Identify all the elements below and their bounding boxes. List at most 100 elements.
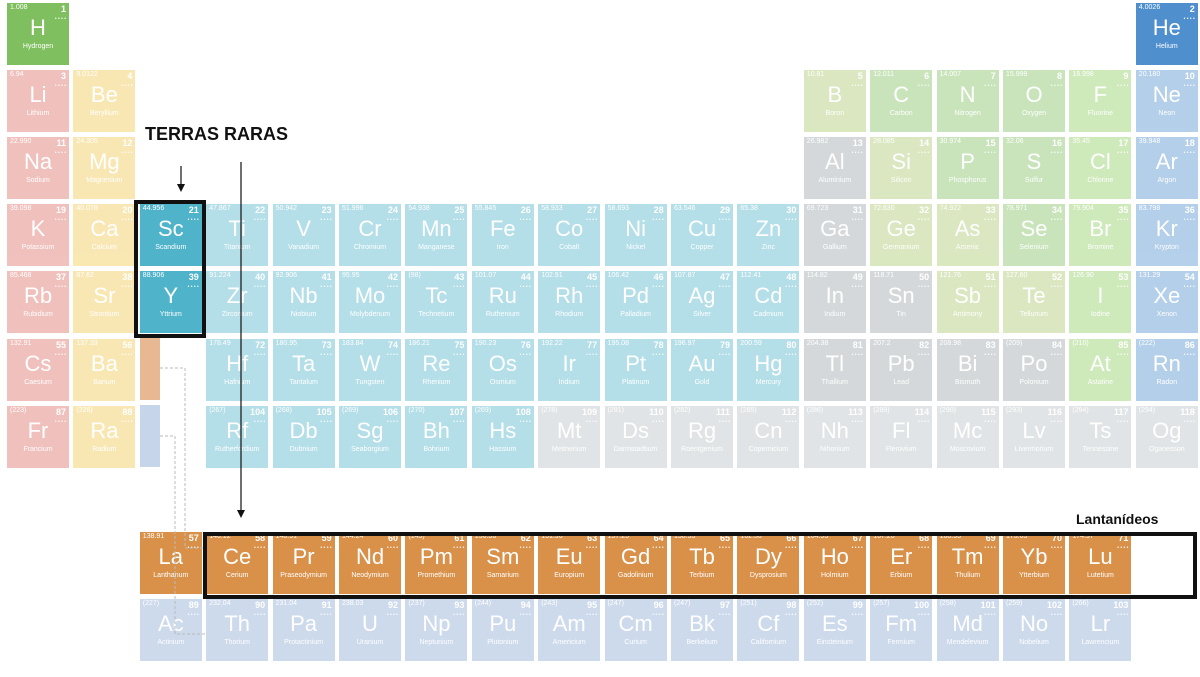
element-name: Rubidium xyxy=(23,311,53,319)
element-number: 102 xyxy=(1046,599,1062,610)
element-mass: 118.71 xyxy=(873,272,895,280)
element-number: 111 xyxy=(715,406,730,417)
element-number: 81 xyxy=(852,339,863,350)
electron-dots-icon: • • • • xyxy=(984,217,996,224)
electron-dots-icon: • • • • xyxy=(386,544,398,551)
element-symbol: U xyxy=(362,610,378,636)
element-number: 31 xyxy=(852,205,863,216)
element-symbol: Gd xyxy=(620,543,651,569)
element-name: Osmium xyxy=(489,378,516,386)
element-symbol: Yb xyxy=(1020,543,1048,569)
electron-dots-icon: • • • • xyxy=(386,611,398,618)
element-number: 65 xyxy=(719,532,730,543)
element-mass: (252) xyxy=(806,599,824,607)
element-name: Krypton xyxy=(1154,244,1179,252)
element-number: 39 xyxy=(188,272,199,283)
element-cell-ac: (227) 89 Ac Actinium • • • • xyxy=(139,598,202,661)
element-cell-au: 196.97 79 Au Gold • • • • xyxy=(671,338,733,401)
element-mass: (278) xyxy=(541,406,558,414)
element-symbol: Na xyxy=(23,149,53,175)
element-number: 55 xyxy=(55,339,66,350)
element-symbol: Sg xyxy=(356,417,384,443)
element-name: Neptunium xyxy=(419,638,454,646)
actinide-connector xyxy=(160,435,206,635)
element-symbol: Cm xyxy=(618,610,653,636)
electron-dots-icon: • • • • xyxy=(386,284,398,291)
element-mass: (226) xyxy=(76,406,93,414)
element-name: Thulium xyxy=(955,571,981,579)
element-cell-ag: 107.87 47 Ag Silver • • • • xyxy=(671,271,733,334)
element-mass: 30.974 xyxy=(939,138,962,146)
element-mass: (294) xyxy=(1072,406,1089,414)
element-mass: (222) xyxy=(1138,339,1156,347)
element-cell-ar: 39.948 18 Ar Argon • • • • xyxy=(1135,137,1198,200)
element-number: 9 xyxy=(1123,71,1129,82)
element-name: Terbium xyxy=(689,571,715,579)
element-mass: (270) xyxy=(408,406,425,414)
element-cell-yb: 173.05 70 Yb Ytterbium • • • • xyxy=(1003,531,1065,594)
electron-dots-icon: • • • • xyxy=(851,83,863,90)
element-mass: 112.41 xyxy=(740,272,762,280)
element-symbol: C xyxy=(893,82,910,108)
element-cell-eu: 151.96 63 Eu Europium • • • • xyxy=(538,531,601,594)
element-number: 72 xyxy=(255,339,266,350)
lanthanide-highlight-box xyxy=(203,532,1197,599)
electron-dots-icon: • • • • xyxy=(187,611,199,618)
electron-dots-icon: • • • • xyxy=(586,418,598,425)
element-name: Oganesson xyxy=(1148,445,1185,453)
element-number: 97 xyxy=(719,599,730,610)
electron-dots-icon: • • • • xyxy=(918,150,930,157)
element-mass: 54.938 xyxy=(408,205,430,213)
electron-dots-icon: • • • • xyxy=(519,611,531,618)
element-name: Magnesium xyxy=(86,177,123,185)
electron-dots-icon: • • • • xyxy=(586,611,598,618)
element-mass: 39.948 xyxy=(1138,138,1161,146)
element-name: Silicon xyxy=(890,177,912,185)
element-symbol: Si xyxy=(891,149,911,175)
element-cell-ca: 40.078 20 Ca Calcium • • • • xyxy=(73,204,136,267)
element-number: 95 xyxy=(587,599,598,610)
element-cell-rb: 85.468 37 Rb Rubidium • • • • xyxy=(7,271,69,334)
element-number: 56 xyxy=(122,339,133,350)
element-cell-ta: 180.95 73 Ta Tantalum • • • • xyxy=(272,338,335,401)
element-symbol: B xyxy=(827,82,843,108)
element-cell-co: 58.933 27 Co Cobalt • • • • xyxy=(538,204,601,267)
element-number: 48 xyxy=(786,272,797,283)
element-number: 112 xyxy=(781,406,797,417)
element-name: Ruthenium xyxy=(485,311,520,319)
element-mass: 151.96 xyxy=(541,532,563,540)
element-mass: 208.98 xyxy=(939,339,962,347)
element-name: Caesium xyxy=(24,378,52,386)
element-number: 41 xyxy=(321,272,332,283)
element-cell-cm: (247) 96 Cm Curium • • • • xyxy=(604,598,667,661)
element-name: Francium xyxy=(23,445,53,453)
element-number: 62 xyxy=(520,532,531,543)
electron-dots-icon: • • • • xyxy=(652,544,664,551)
element-symbol: Cs xyxy=(24,350,52,376)
element-symbol: Am xyxy=(552,610,586,636)
element-mass: 144.24 xyxy=(342,532,364,540)
element-number: 59 xyxy=(321,532,332,543)
element-cell-os: 190.23 76 Os Osmium • • • • xyxy=(471,338,534,401)
element-name: Tantalum xyxy=(289,378,318,386)
electron-dots-icon: • • • • xyxy=(1183,284,1195,291)
element-cell-cn: (285) 112 Cn Copernicium • • • • xyxy=(737,405,800,468)
element-name: Tellurium xyxy=(1019,311,1048,319)
element-cell-po: (209) 84 Po Polonium • • • • xyxy=(1003,338,1065,401)
element-name: Yttrium xyxy=(159,311,182,319)
element-cell-li: 6.94 3 Li Lithium • • • • xyxy=(7,70,69,133)
element-cell-cs: 132.91 55 Cs Caesium • • • • xyxy=(7,338,69,401)
element-name: Mendelevium xyxy=(946,638,989,646)
element-symbol: Db xyxy=(289,417,318,443)
element-cell-sm: 150.36 62 Sm Samarium • • • • xyxy=(471,531,534,594)
element-name: Technetium xyxy=(418,311,455,319)
element-name: Copernicium xyxy=(748,445,789,453)
element-name: Promethium xyxy=(417,571,456,579)
element-name: Hydrogen xyxy=(22,43,54,50)
electron-dots-icon: • • • • xyxy=(586,351,598,358)
electron-dots-icon: • • • • xyxy=(586,284,598,291)
element-symbol: Mn xyxy=(421,216,452,242)
element-name: Sodium xyxy=(26,177,50,185)
element-number: 43 xyxy=(454,272,465,283)
element-symbol: Tl xyxy=(825,350,844,376)
